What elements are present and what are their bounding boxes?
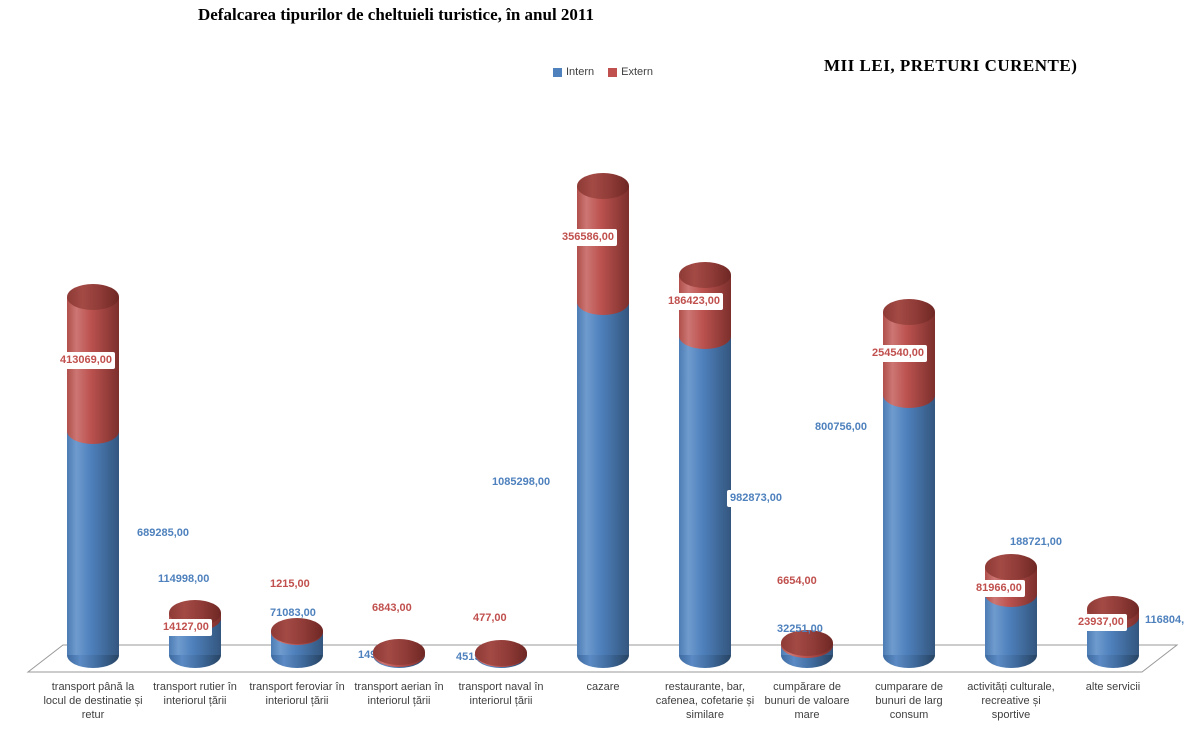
category-label: alte servicii xyxy=(1085,681,1141,693)
intern-data-label: 1085298,00 xyxy=(492,476,551,488)
intern-data-label: 71083,00 xyxy=(270,607,316,619)
category-label: transport naval în interiorul țării xyxy=(458,681,544,707)
extern-data-label: 81966,00 xyxy=(973,580,1025,597)
extern-data-label: 14127,00 xyxy=(160,619,212,636)
extern-data-label: 477,00 xyxy=(473,612,507,624)
bar-top-cap xyxy=(577,173,629,199)
category-label: cumparare de bunuri de larg consum xyxy=(875,681,943,721)
bar-top-cap xyxy=(373,639,425,665)
category-label: transport până la locul de destinatie și… xyxy=(43,681,143,721)
category-label: restaurante, bar, cafenea, cofetarie și … xyxy=(655,681,755,721)
intern-data-label: 982873,00 xyxy=(727,490,785,507)
extern-data-label: 413069,00 xyxy=(57,352,115,369)
bar-intern-segment xyxy=(883,395,935,655)
extern-data-label: 6654,00 xyxy=(777,575,817,587)
bar-top-cap xyxy=(679,262,731,288)
category-label: transport rutier în interiorul țării xyxy=(153,681,237,707)
intern-data-label: 116804, xyxy=(1145,614,1185,626)
category-label: activități culturale, recreative și spor… xyxy=(967,681,1055,721)
bar-intern-segment xyxy=(679,336,731,655)
category-label: cazare xyxy=(586,681,620,693)
extern-data-label: 1215,00 xyxy=(270,578,310,590)
bar-intern-segment xyxy=(577,302,629,655)
intern-data-label: 114998,00 xyxy=(158,573,210,585)
bar-top-cap xyxy=(67,284,119,310)
category-label: transport feroviar în interiorul țării xyxy=(249,681,345,707)
bar-top-cap xyxy=(271,618,323,644)
units-note: MII LEI, PRETURI CURENTE) xyxy=(824,56,1078,75)
legend-label-intern: Intern xyxy=(566,66,595,78)
intern-data-label: 800756,00 xyxy=(815,421,867,433)
legend-item-intern: Intern xyxy=(553,66,594,78)
extern-data-label: 23937,00 xyxy=(1075,614,1127,631)
bar-intern-segment xyxy=(67,431,119,655)
extern-data-label: 186423,00 xyxy=(665,293,723,310)
bar-top-cap xyxy=(883,299,935,325)
intern-swatch-icon xyxy=(553,67,562,77)
legend-label-extern: Extern xyxy=(621,66,653,78)
extern-data-label: 356586,00 xyxy=(559,229,617,246)
extern-swatch-icon xyxy=(608,67,618,77)
extern-data-label: 6843,00 xyxy=(372,602,412,614)
category-label: cumpărare de bunuri de valoare mare xyxy=(764,681,850,721)
extern-data-label: 254540,00 xyxy=(869,345,927,362)
bar-top-cap xyxy=(985,554,1037,580)
category-label: transport aerian în interiorul țării xyxy=(354,681,444,707)
intern-data-label: 32251,00 xyxy=(777,623,823,635)
bar-top-cap xyxy=(475,640,527,666)
intern-data-label: 689285,00 xyxy=(137,527,189,539)
chart-title: Defalcarea tipurilor de cheltuieli turis… xyxy=(197,5,594,24)
intern-data-label: 188721,00 xyxy=(1010,536,1062,548)
legend: Intern Extern xyxy=(553,66,653,78)
legend-item-extern: Extern xyxy=(608,66,653,78)
bar-top-cap xyxy=(781,630,833,656)
